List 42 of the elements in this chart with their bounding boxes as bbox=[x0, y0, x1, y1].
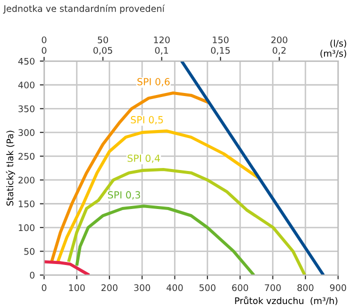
x-tick-label: 700 bbox=[264, 284, 281, 292]
x-tick-label: 500 bbox=[200, 284, 216, 292]
line-series bbox=[75, 204, 256, 276]
series-label: SPI 0,3 bbox=[108, 191, 140, 200]
y-tick-label: 100 bbox=[18, 224, 34, 232]
line-series bbox=[67, 168, 306, 276]
chart-title: Jednotka ve standardním provedení bbox=[3, 4, 165, 14]
x-tick-label: 0 bbox=[42, 284, 46, 292]
x-tick-label: 200 bbox=[101, 284, 118, 292]
y-tick-label: 450 bbox=[18, 58, 34, 65]
y-tick-label: 200 bbox=[18, 176, 34, 184]
x-axis-title: Průtok vzduchu (m³/h) bbox=[235, 296, 338, 306]
x-tick-label: 600 bbox=[232, 284, 248, 292]
text: 0 bbox=[42, 36, 46, 44]
y-tick-label: 0 bbox=[30, 272, 34, 279]
x2-tick-label: 0,15 bbox=[211, 46, 230, 55]
x2-tick-label: 0 bbox=[42, 46, 46, 54]
x-tick-label: 800 bbox=[297, 284, 314, 292]
x2-tick-label: 0,1 bbox=[155, 46, 168, 55]
x-tick-label: 900 bbox=[330, 284, 346, 292]
y-tick-label: 150 bbox=[18, 200, 34, 208]
text: 50 bbox=[98, 36, 108, 44]
x-tick-label: 100 bbox=[69, 284, 85, 292]
y-tick-label: 50 bbox=[24, 248, 34, 255]
y-tick-label: 350 bbox=[18, 105, 34, 112]
x-tick-label: 300 bbox=[134, 284, 150, 292]
series-label: SPI 0,5 bbox=[130, 116, 163, 124]
y-tick-label: 400 bbox=[18, 82, 34, 88]
line-series bbox=[44, 260, 91, 276]
text: 120 bbox=[154, 36, 170, 44]
y-tick-label: 300 bbox=[18, 129, 34, 136]
y-axis-title: Statický tlak (Pa) bbox=[6, 130, 16, 206]
text: 200 bbox=[271, 36, 288, 44]
text: 150 bbox=[212, 36, 229, 44]
x2-axis-title: (l/s) (m³/s) bbox=[320, 40, 346, 58]
line-series bbox=[56, 129, 260, 264]
x2-tick-label: 0,05 bbox=[93, 46, 112, 55]
series-label: SPI 0,4 bbox=[128, 154, 160, 163]
y-tick-label: 250 bbox=[18, 152, 34, 160]
x-tick-label: 400 bbox=[166, 284, 183, 292]
x2-tick-label: 0,2 bbox=[272, 46, 286, 55]
series-label: SPI 0,6 bbox=[137, 78, 170, 86]
